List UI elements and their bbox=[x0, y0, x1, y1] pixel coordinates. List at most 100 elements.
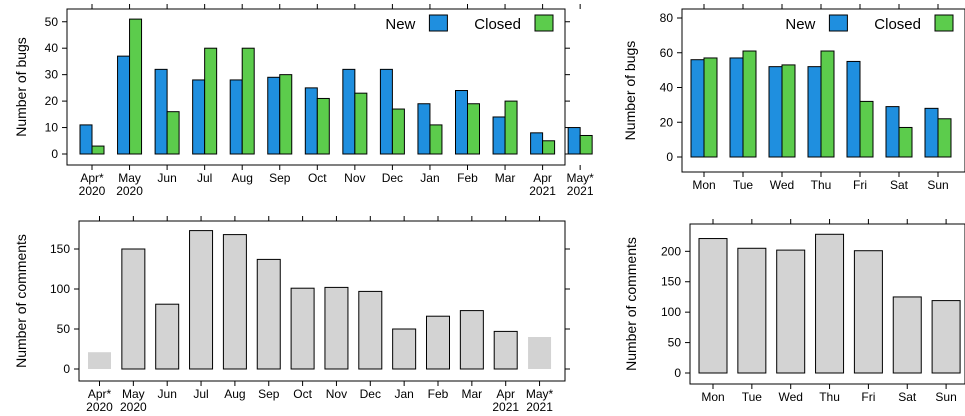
bar-closed bbox=[429, 124, 443, 155]
bar bbox=[155, 303, 180, 370]
x-tick-label: Mar bbox=[495, 171, 516, 185]
y-tick-label: 100 bbox=[661, 305, 681, 319]
x-tick-label-line: Mar bbox=[495, 171, 516, 185]
bar-closed bbox=[542, 140, 556, 155]
x-tick-label: Apr* 2020 bbox=[86, 387, 113, 414]
bar-closed bbox=[129, 18, 143, 155]
bar-closed bbox=[391, 108, 405, 155]
x-tick-label-line: Mon bbox=[692, 178, 715, 192]
bar-new bbox=[885, 106, 900, 158]
x-tick-label-line: Tue bbox=[733, 178, 754, 192]
y-tick-label: 50 bbox=[45, 15, 59, 29]
chart-panel-4: 0 50 100 150 200 Number of comments Mon Tue Wed T… bbox=[623, 219, 965, 404]
bar-new bbox=[154, 68, 168, 155]
x-tick-label-line: Oct bbox=[308, 171, 327, 185]
legend: Closed New bbox=[385, 14, 554, 33]
plot-frame bbox=[689, 223, 965, 385]
x-tick-label-line: Feb bbox=[428, 387, 449, 401]
legend-label-new: New bbox=[785, 16, 815, 33]
bar-closed bbox=[354, 92, 368, 155]
x-tick-label: Jan bbox=[394, 387, 413, 401]
bar-partial bbox=[528, 337, 552, 369]
y-axis-label: Number of comments bbox=[13, 234, 29, 368]
bar bbox=[426, 315, 450, 370]
x-tick-label: Jul bbox=[197, 171, 212, 185]
x-tick-label-line: Jul bbox=[193, 387, 208, 401]
x-tick-label: Thu bbox=[819, 390, 840, 404]
x-tick-label-line: May bbox=[118, 171, 141, 185]
x-tick-label-line: 2021 bbox=[529, 184, 556, 198]
bar-closed bbox=[467, 103, 480, 155]
y-tick-label: 0 bbox=[674, 366, 681, 380]
y-tick-label: 40 bbox=[660, 81, 674, 95]
bar-new bbox=[530, 132, 544, 155]
bar bbox=[290, 287, 315, 370]
bar-closed bbox=[279, 74, 293, 155]
bar-new bbox=[117, 55, 131, 155]
bar bbox=[256, 258, 281, 370]
x-tick-label: Tue bbox=[742, 390, 763, 404]
bar-new bbox=[79, 124, 93, 155]
bar-closed bbox=[937, 118, 952, 158]
bar bbox=[459, 310, 484, 370]
legend: Closed New bbox=[785, 14, 954, 33]
x-tick-label-line: Wed bbox=[770, 178, 794, 192]
x-tick-label: May 2020 bbox=[120, 387, 147, 414]
bar-closed bbox=[781, 64, 796, 158]
bar bbox=[493, 330, 518, 370]
y-tick-label: 150 bbox=[50, 242, 70, 256]
x-tick-label: Sun bbox=[927, 178, 948, 192]
x-tick-label: May* 2021 bbox=[566, 171, 594, 198]
x-tick-label: Dec bbox=[382, 171, 403, 185]
bar-new bbox=[342, 68, 356, 155]
x-tick-label-line: Sep bbox=[269, 171, 291, 185]
x-tick-label-line: Thu bbox=[819, 390, 840, 404]
y-tick-label: 0 bbox=[63, 362, 70, 376]
x-tick-label-line: 2020 bbox=[79, 184, 106, 198]
y-tick-label: 150 bbox=[661, 275, 681, 289]
chart-panel-2: 0 20 40 60 80 Number of bugs Mon Tue Wed Thu Fri Sa… bbox=[622, 4, 965, 192]
bar-new bbox=[379, 68, 393, 155]
bar-new bbox=[807, 66, 822, 158]
bar bbox=[776, 249, 806, 374]
x-tick-label-line: Sun bbox=[927, 178, 948, 192]
y-tick-label: 50 bbox=[57, 322, 71, 336]
x-tick-label: Aug bbox=[224, 387, 245, 401]
bar-closed bbox=[898, 126, 913, 158]
y-tick-label: 30 bbox=[45, 68, 59, 82]
bar-closed bbox=[241, 47, 255, 155]
x-tick-label: Mar bbox=[462, 387, 483, 401]
bar-new bbox=[729, 57, 744, 158]
x-tick-label-line: Thu bbox=[811, 178, 832, 192]
x-tick-label-line: Jun bbox=[158, 387, 177, 401]
x-tick-label-line: 2021 bbox=[526, 400, 553, 414]
y-tick-label: 80 bbox=[660, 11, 674, 25]
bar-new bbox=[768, 66, 783, 158]
x-tick-label-line: Wed bbox=[778, 390, 802, 404]
y-tick-label: 20 bbox=[45, 94, 59, 108]
x-tick-label-line: Jul bbox=[197, 171, 212, 185]
bar-new bbox=[417, 103, 431, 155]
x-tick-label: Jun bbox=[158, 387, 177, 401]
x-tick-label: Nov bbox=[326, 387, 347, 401]
x-tick-label: Tue bbox=[733, 178, 754, 192]
x-tick-label-line: May* bbox=[526, 387, 554, 401]
x-tick-label-line: Nov bbox=[344, 171, 365, 185]
x-tick-label: Jan bbox=[420, 171, 439, 185]
y-tick-label: 50 bbox=[668, 336, 682, 350]
legend-swatch-closed bbox=[934, 14, 954, 32]
bar-new bbox=[455, 90, 468, 155]
x-tick-label-line: 2020 bbox=[120, 400, 147, 414]
x-tick-label: May* 2021 bbox=[526, 387, 554, 414]
bar-closed bbox=[91, 145, 105, 155]
x-tick-label-line: Jun bbox=[157, 171, 176, 185]
y-tick-label: 100 bbox=[50, 282, 70, 296]
bar bbox=[892, 296, 922, 374]
x-tick-label-line: Sat bbox=[898, 390, 917, 404]
x-tick-label-line: Tue bbox=[742, 390, 763, 404]
x-tick-label-line: Sun bbox=[935, 390, 956, 404]
x-tick-label-line: May bbox=[122, 387, 145, 401]
x-tick-label: Thu bbox=[811, 178, 832, 192]
bar bbox=[189, 230, 214, 370]
